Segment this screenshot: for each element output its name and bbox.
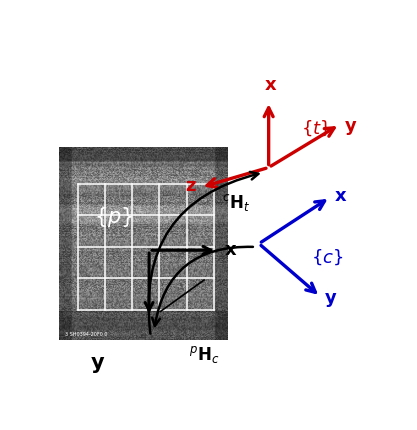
- Text: y: y: [90, 353, 104, 373]
- Text: $^c\mathbf{H}_t$: $^c\mathbf{H}_t$: [222, 192, 250, 213]
- Text: y: y: [344, 117, 357, 135]
- Text: $\{p\}$: $\{p\}$: [94, 205, 133, 229]
- Text: $\{t\}$: $\{t\}$: [301, 118, 331, 138]
- Text: y: y: [325, 289, 337, 307]
- Text: $\{c\}$: $\{c\}$: [311, 247, 343, 267]
- Text: x: x: [264, 76, 276, 94]
- Text: 3 SH0394-20F0 0: 3 SH0394-20F0 0: [65, 332, 108, 337]
- Text: x: x: [225, 241, 237, 259]
- Text: $^p\mathbf{H}_c$: $^p\mathbf{H}_c$: [189, 344, 219, 365]
- Text: x: x: [335, 187, 347, 205]
- Text: z: z: [186, 177, 196, 195]
